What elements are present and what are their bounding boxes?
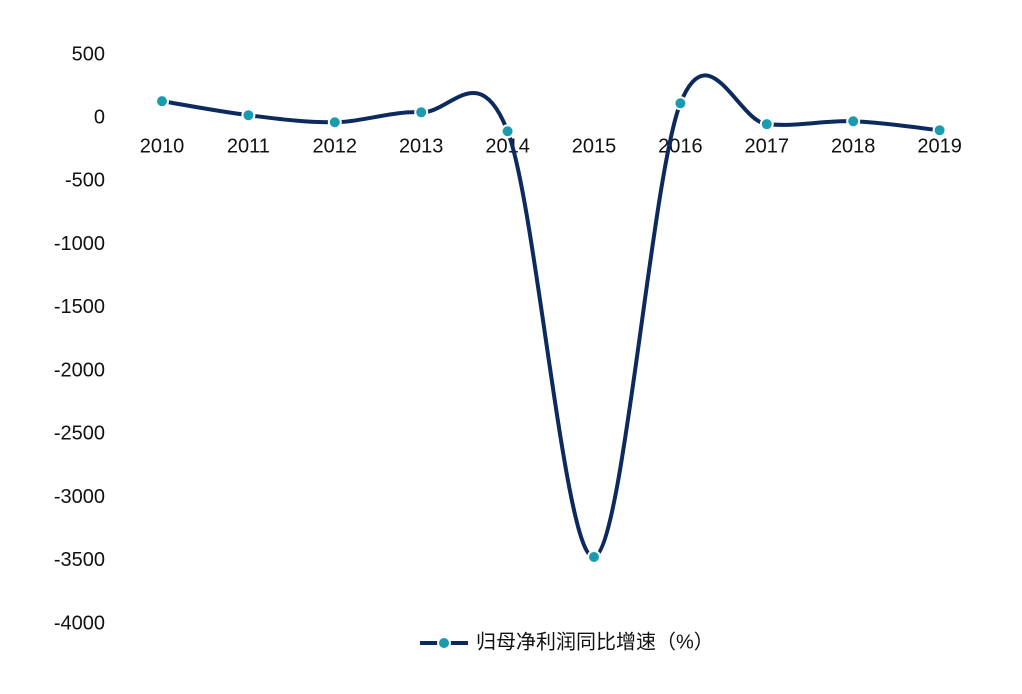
y-tick-label: -2000 [54, 359, 105, 381]
x-tick-label: 2016 [658, 136, 703, 158]
y-tick-label: -1500 [54, 296, 105, 318]
x-tick-label: 2015 [572, 136, 617, 158]
y-tick-label: -4000 [54, 612, 105, 634]
x-tick-label: 2013 [399, 136, 444, 158]
y-tick-label: -2500 [54, 423, 105, 445]
y-tick-label: -500 [65, 170, 105, 192]
marker [414, 105, 429, 120]
line [161, 73, 940, 559]
x-tick-label: 2012 [313, 136, 358, 158]
legend-label: 归母净利润同比增速（%） [476, 630, 714, 653]
x-tick-label: 2011 [227, 136, 270, 158]
y-tick-label: -3500 [54, 549, 105, 571]
y-tick-label: 500 [72, 43, 105, 65]
marker [241, 108, 256, 123]
marker [759, 117, 774, 132]
marker [846, 114, 861, 129]
marker [932, 123, 947, 138]
y-tick-label: -3000 [54, 486, 105, 508]
x-tick-label: 2018 [831, 136, 876, 158]
y-tick-label: -1000 [54, 233, 105, 255]
marker [587, 549, 601, 564]
marker [673, 96, 688, 111]
legend-marker [437, 636, 451, 650]
marker [500, 124, 515, 139]
x-tick-label: 2010 [140, 136, 185, 158]
x-tick-label: 2019 [917, 136, 962, 158]
y-tick-label: 0 [94, 107, 105, 129]
marker [155, 94, 169, 109]
marker [327, 115, 342, 130]
x-tick-label: 2017 [745, 136, 790, 158]
x-tick-label: 2014 [485, 136, 530, 158]
